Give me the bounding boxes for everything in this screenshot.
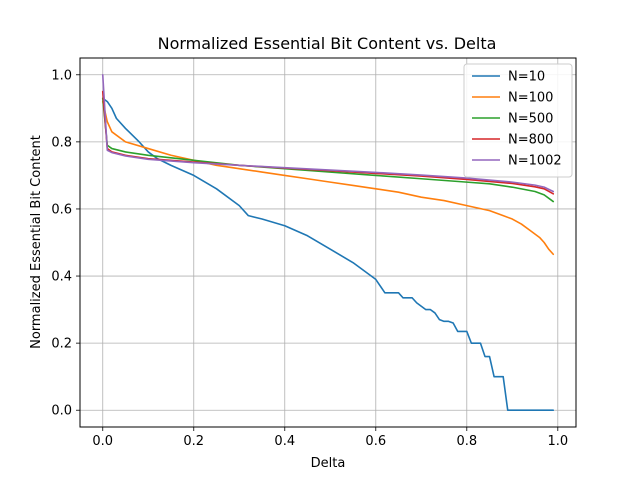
chart-title: Normalized Essential Bit Content vs. Del…	[158, 34, 497, 53]
series-line-n-1002	[101, 73, 555, 193]
legend-label: N=100	[508, 91, 553, 106]
x-tick-label: 0.8	[456, 434, 477, 449]
x-tick-label: 0.0	[92, 434, 113, 449]
series-line-n-10	[101, 97, 555, 412]
y-tick-label: 0.2	[51, 337, 72, 352]
legend-label: N=500	[508, 112, 553, 127]
x-tick-label: 0.4	[274, 434, 295, 449]
legend: N=10 N=100 N=500 N=800 N=1002	[463, 63, 573, 178]
legend-box	[463, 63, 573, 178]
x-tick-label: 0.6	[365, 434, 386, 449]
series-layer	[101, 73, 555, 412]
x-tick-label: 1.0	[547, 434, 568, 449]
y-tick-label: 0.6	[51, 202, 72, 217]
legend-label: N=1002	[508, 154, 562, 169]
x-tick-label: 0.2	[183, 434, 204, 449]
y-axis: 0.0 0.2 0.4 0.6 0.8 1.0	[51, 68, 80, 419]
series-line-n-500	[101, 97, 555, 203]
plot-frame	[79, 57, 577, 428]
y-tick-label: 1.0	[51, 68, 72, 83]
y-tick-label: 0.8	[51, 135, 72, 150]
legend-label: N=10	[508, 70, 545, 85]
y-tick-label: 0.0	[51, 404, 72, 419]
series-line-n-100	[101, 100, 555, 256]
y-tick-label: 0.4	[51, 270, 72, 285]
x-axis: 0.0 0.2 0.4 0.6 0.8 1.0	[92, 427, 568, 449]
legend-label: N=800	[508, 133, 553, 148]
x-axis-label: Delta	[311, 456, 346, 471]
y-axis-label: Normalized Essential Bit Content	[29, 135, 44, 349]
